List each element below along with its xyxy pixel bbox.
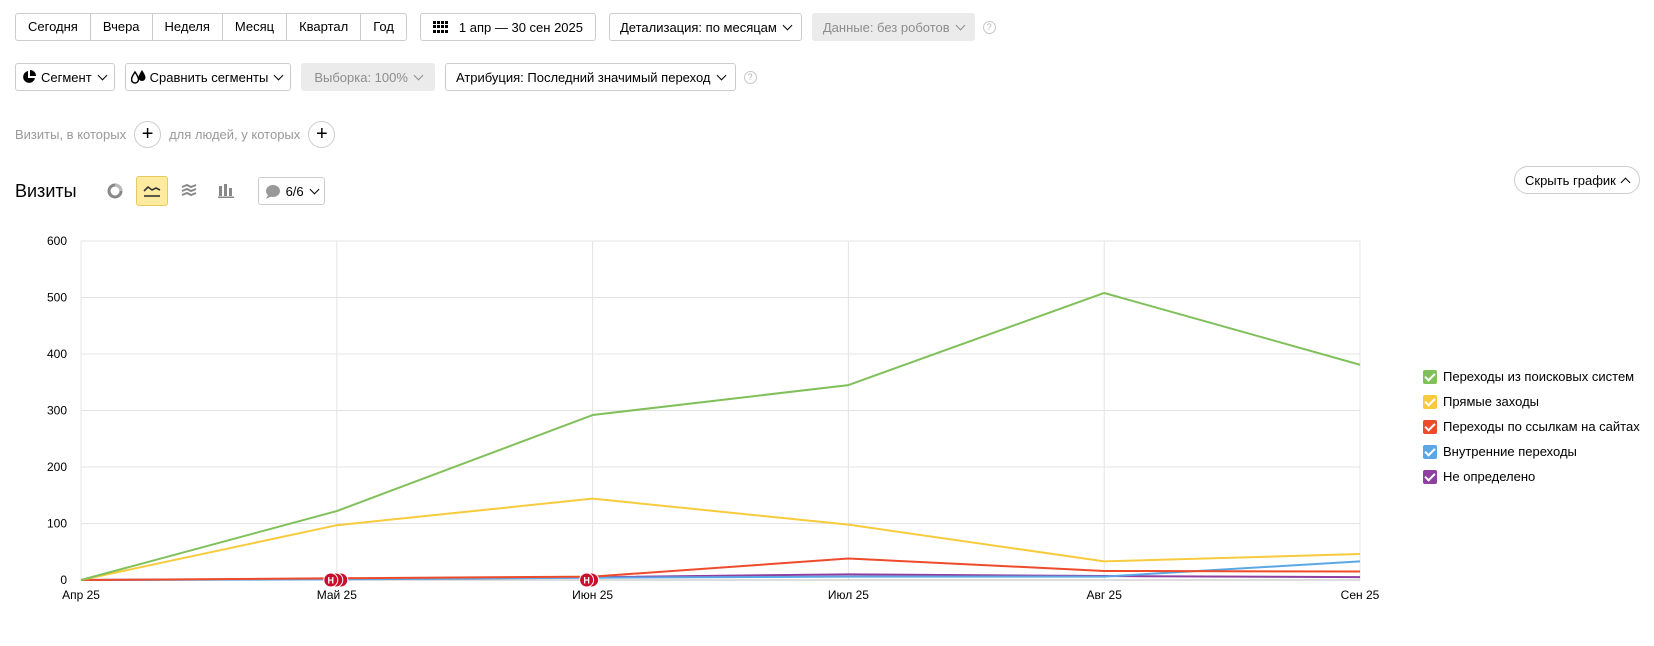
legend-checkbox-icon[interactable] (1423, 369, 1437, 384)
help-icon[interactable]: ? (743, 70, 757, 84)
y-tick-label: 400 (47, 347, 67, 361)
legend-checkbox-icon[interactable] (1423, 394, 1437, 409)
sample-dropdown: Выборка: 100% (301, 63, 435, 91)
view-area-button[interactable] (173, 176, 205, 206)
y-tick-label: 300 (47, 404, 67, 418)
help-icon[interactable]: ? (982, 20, 996, 34)
compare-segments-dropdown[interactable]: Сравнить сегменты (124, 63, 292, 91)
y-tick-label: 500 (47, 291, 67, 305)
hide-chart-label: Скрыть график (1525, 172, 1616, 188)
legend-checkbox-icon[interactable] (1423, 419, 1437, 434)
pie-view-icon (107, 183, 123, 199)
people-filter-label: для людей, у которых (169, 126, 301, 142)
chart-ticks: 0 100 200 300 400 500 600 Апр 25 Май 25 Июн 25 Июл… (47, 234, 1380, 602)
note-marker-label: Н (328, 576, 335, 586)
period-selector: Сегодня Вчера Неделя Месяц Квартал Год (15, 13, 407, 41)
chevron-down-icon (782, 20, 793, 30)
y-tick-label: 0 (60, 573, 67, 587)
notes-count: 6/6 (285, 183, 304, 199)
y-tick-label: 600 (47, 234, 67, 248)
x-tick-label: Май 25 (317, 588, 358, 602)
date-range-button[interactable]: 1 апр — 30 сен 2025 (419, 13, 596, 41)
legend-label: Прямые заходы (1443, 394, 1540, 409)
pie-chart-icon (23, 70, 36, 83)
sample-label: Выборка: 100% (314, 69, 408, 85)
report-title: Визиты (15, 180, 77, 201)
comment-icon (265, 184, 280, 199)
legend-label: Внутренние переходы (1443, 444, 1577, 459)
legend-checkbox-icon[interactable] (1423, 469, 1437, 484)
chevron-down-icon (716, 70, 726, 80)
chevron-down-icon (97, 70, 108, 80)
x-tick-label: Сен 25 (1341, 588, 1380, 602)
y-tick-label: 100 (47, 517, 67, 531)
calendar-icon (432, 21, 449, 33)
chevron-up-icon (1620, 177, 1631, 187)
legend-item[interactable]: Не определено (1423, 464, 1640, 489)
hide-chart-button[interactable]: Скрыть график (1514, 166, 1640, 194)
period-quarter-button[interactable]: Квартал (287, 14, 362, 40)
segment-label: Сегмент (41, 69, 92, 85)
attribution-dropdown[interactable]: Атрибуция: Последний значимый переход (444, 63, 736, 91)
area-chart-icon (181, 184, 196, 197)
legend-item[interactable]: Переходы из поисковых систем (1423, 364, 1640, 389)
legend-item[interactable]: Переходы по ссылкам на сайтах (1423, 414, 1640, 439)
view-line-button[interactable] (135, 176, 168, 206)
x-tick-label: Апр 25 (62, 588, 100, 602)
toolbar-row-2: Сегмент Сравнить сегменты Выборка: 100% … (15, 63, 757, 91)
data-filter-label: Данные: без роботов (822, 19, 950, 35)
filter-row: Визиты, в которых + для людей, у которых… (15, 120, 343, 148)
legend-item[interactable]: Прямые заходы (1423, 389, 1640, 414)
y-tick-label: 200 (47, 460, 67, 474)
x-tick-label: Июл 25 (828, 588, 869, 602)
legend-label: Переходы из поисковых систем (1443, 369, 1635, 384)
attribution-label: Атрибуция: Последний значимый переход (455, 69, 711, 85)
period-yesterday-button[interactable]: Вчера (91, 14, 153, 40)
bar-chart-icon (217, 184, 234, 198)
line-chart-icon (142, 185, 160, 197)
toolbar-row-1: Сегодня Вчера Неделя Месяц Квартал Год 1… (15, 13, 996, 41)
view-bar-button[interactable] (210, 176, 242, 206)
period-week-button[interactable]: Неделя (153, 14, 223, 40)
notes-dropdown[interactable]: 6/6 (257, 177, 325, 205)
x-tick-label: Авг 25 (1086, 588, 1122, 602)
note-marker[interactable] (579, 572, 595, 588)
chart-lines (80, 291, 1361, 581)
period-year-button[interactable]: Год (373, 19, 394, 34)
drops-icon (130, 70, 146, 84)
series-line[interactable] (80, 291, 1361, 581)
note-marker-label: Н (583, 576, 590, 586)
detail-dropdown[interactable]: Детализация: по месяцам (609, 13, 802, 41)
segment-dropdown[interactable]: Сегмент (15, 63, 115, 91)
legend-item[interactable]: Внутренние переходы (1423, 439, 1640, 464)
chevron-down-icon (955, 20, 966, 30)
compare-label: Сравнить сегменты (149, 69, 269, 85)
period-today-button[interactable]: Сегодня (16, 14, 91, 40)
visits-filter-label: Визиты, в которых (15, 126, 127, 142)
report-header: Визиты 6/6 (15, 176, 325, 206)
note-marker[interactable] (323, 572, 339, 588)
series-line[interactable] (80, 497, 1361, 581)
chevron-down-icon (309, 184, 320, 194)
x-tick-label: Июн 25 (572, 588, 613, 602)
series-line[interactable] (80, 557, 1361, 581)
chevron-down-icon (273, 70, 284, 80)
legend-checkbox-icon[interactable] (1423, 444, 1437, 459)
date-range-label: 1 апр — 30 сен 2025 (458, 19, 583, 35)
legend-label: Не определено (1443, 469, 1536, 484)
data-filter-dropdown: Данные: без роботов (811, 13, 975, 41)
add-people-condition-button[interactable]: + (308, 120, 336, 148)
legend-label: Переходы по ссылкам на сайтах (1443, 419, 1640, 434)
period-month-button[interactable]: Месяц (223, 14, 288, 40)
detail-label: Детализация: по месяцам (620, 19, 777, 35)
add-visit-condition-button[interactable]: + (134, 120, 162, 148)
chart-legend: Переходы из поисковых систем Прямые заход… (1423, 364, 1640, 489)
chevron-down-icon (413, 70, 424, 80)
view-pie-button[interactable] (99, 176, 131, 206)
